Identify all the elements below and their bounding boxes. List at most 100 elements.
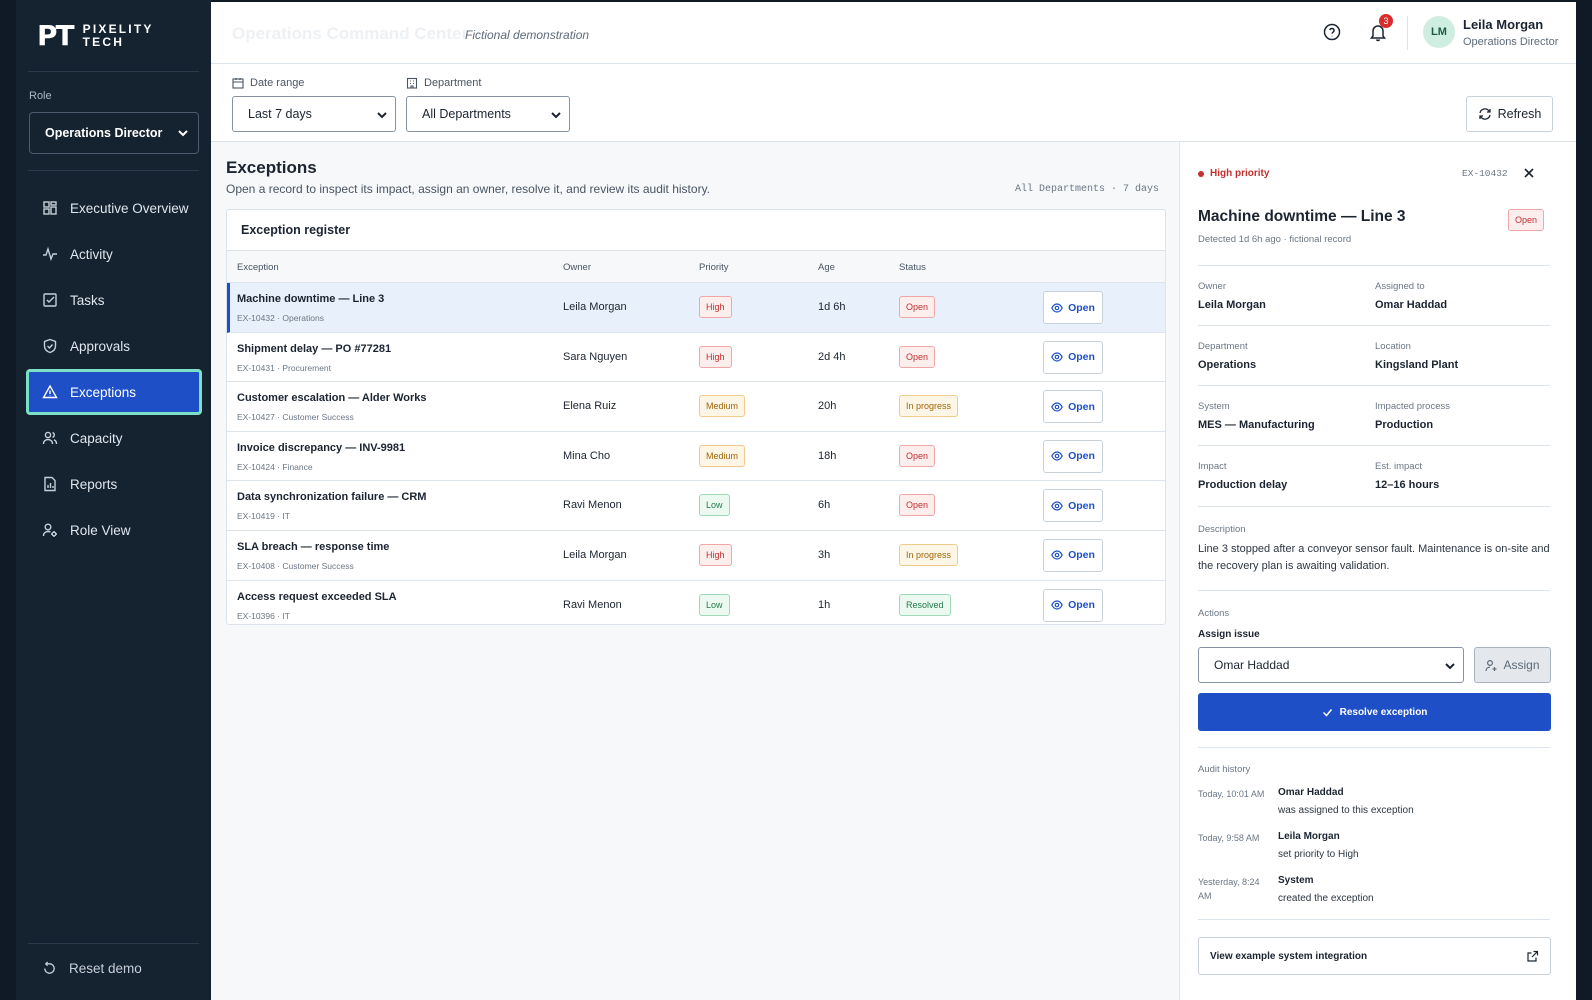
department-label-text: Department — [424, 77, 482, 89]
shield-check-icon — [43, 338, 57, 354]
sidebar-item-label: Role View — [70, 522, 131, 538]
priority-badge: High — [699, 543, 732, 566]
sidebar-item-reports[interactable]: Reports — [26, 461, 202, 507]
resolve-exception-button[interactable]: Resolve exception — [1198, 693, 1551, 731]
exception-id: EX-10396 · IT — [237, 610, 290, 621]
assign-button-label: Assign — [1503, 658, 1540, 672]
avatar[interactable]: LM — [1423, 16, 1455, 48]
sidebar-item-label: Tasks — [70, 292, 105, 308]
open-button[interactable]: Open — [1043, 390, 1103, 424]
table-row[interactable]: Shipment delay — PO #77281 EX-10431 · Pro… — [227, 333, 1165, 383]
status-cell: In progress — [899, 543, 959, 566]
date-range-select[interactable]: Last 7 days — [232, 96, 396, 132]
logo-line-1: PIXELITY — [82, 22, 154, 36]
owner-cell: Mina Cho — [563, 449, 611, 462]
divider — [1198, 747, 1550, 748]
owner-cell: Sara Nguyen — [563, 350, 628, 363]
sidebar-item-capacity[interactable]: Capacity — [26, 415, 202, 461]
eye-icon — [1051, 550, 1063, 561]
priority-cell: Low — [699, 593, 730, 616]
resolve-button-label: Resolve exception — [1339, 706, 1428, 718]
logo-text: PIXELITY TECH — [83, 23, 154, 49]
table-row[interactable]: SLA breach — response time EX-10408 · Cus… — [227, 531, 1165, 581]
building-icon — [406, 77, 418, 89]
priority-label: High priority — [1210, 168, 1270, 179]
bell-icon[interactable] — [1369, 22, 1387, 42]
view-integration-link[interactable]: View example system integration — [1198, 937, 1551, 975]
sidebar-item-tasks[interactable]: Tasks — [26, 277, 202, 323]
divider — [28, 170, 199, 171]
exceptions-section: Exceptions Open a record to inspect its … — [211, 142, 1179, 1000]
sidebar-item-activity[interactable]: Activity — [26, 231, 202, 277]
status-badge: Open — [899, 345, 936, 368]
page-title: Exceptions — [226, 158, 317, 177]
audit-time: Today, 9:58 AM — [1198, 833, 1260, 843]
exception-name: Data synchronization failure — CRM — [237, 491, 427, 504]
open-button[interactable]: Open — [1043, 538, 1103, 572]
priority-badge: Low — [699, 593, 730, 616]
divider — [28, 71, 199, 72]
status-badge: In progress — [899, 395, 959, 418]
age-cell: 3h — [818, 548, 831, 561]
sidebar-item-executive-overview[interactable]: Executive Overview — [26, 185, 202, 231]
table-row[interactable]: Customer escalation — Alder Works EX-1042… — [227, 382, 1165, 432]
priority-cell: Medium — [699, 395, 746, 418]
sidebar-nav: Executive Overview Activity Tasks Approv… — [26, 185, 202, 553]
open-button-label: Open — [1068, 549, 1095, 562]
detected-text: Detected 1d 6h ago · fictional record — [1198, 234, 1352, 245]
reset-demo-button[interactable]: Reset demo — [42, 961, 142, 976]
department-label: Department — [406, 77, 481, 89]
process-value: Production — [1375, 419, 1434, 431]
open-button[interactable]: Open — [1043, 439, 1103, 473]
sidebar-item-label: Approvals — [70, 338, 131, 354]
age-cell: 6h — [818, 499, 831, 512]
open-button[interactable]: Open — [1043, 588, 1103, 622]
audit-action: was assigned to this exception — [1278, 805, 1414, 816]
open-button[interactable]: Open — [1043, 291, 1103, 324]
age-cell: 1h — [818, 598, 831, 611]
age-cell: 20h — [818, 400, 837, 413]
sidebar-item-role-view[interactable]: Role View — [26, 507, 202, 553]
card-title: Exception register — [227, 210, 1165, 251]
column-header-owner: Owner — [563, 262, 591, 273]
check-icon — [1322, 708, 1332, 717]
exception-name: Shipment delay — PO #77281 — [237, 342, 392, 355]
impact-value: Production delay — [1198, 479, 1288, 491]
warning-icon — [42, 384, 58, 399]
external-link-icon — [1527, 950, 1539, 962]
status-badge: Open — [899, 444, 936, 467]
column-header-priority: Priority — [699, 262, 729, 273]
divider — [1198, 445, 1550, 446]
table-row[interactable]: Invoice discrepancy — INV-9981 EX-10424 ·… — [227, 432, 1165, 482]
status-badge: Open — [899, 296, 936, 318]
audit-time: Yesterday, 8:24 AM — [1198, 877, 1260, 901]
sidebar-item-label: Activity — [70, 246, 113, 262]
table-row[interactable]: Data synchronization failure — CRM EX-104… — [227, 481, 1165, 531]
assignee-select[interactable]: Omar Haddad — [1198, 647, 1464, 683]
chevron-down-icon — [377, 112, 387, 119]
department-select[interactable]: All Departments — [406, 96, 570, 132]
table-row[interactable]: Access request exceeded SLA EX-10396 · IT… — [227, 581, 1165, 624]
reset-demo-label: Reset demo — [69, 961, 142, 976]
role-select[interactable]: Operations Director — [29, 112, 199, 154]
open-button[interactable]: Open — [1043, 489, 1103, 523]
department-key: Department — [1198, 341, 1248, 352]
open-button-label: Open — [1068, 301, 1095, 314]
open-button-label: Open — [1068, 450, 1095, 463]
age-cell: 2d 4h — [818, 350, 846, 363]
table-row[interactable]: Machine downtime — Line 3 EX-10432 · Oper… — [227, 283, 1165, 333]
impact-key: Impact — [1198, 461, 1227, 472]
assign-button[interactable]: Assign — [1474, 647, 1551, 683]
status-badge: Open — [899, 494, 936, 517]
sidebar-item-approvals[interactable]: Approvals — [26, 323, 202, 369]
assign-issue-label: Assign issue — [1198, 629, 1260, 640]
priority-badge: Medium — [699, 444, 746, 467]
help-icon[interactable] — [1323, 23, 1341, 41]
column-header-status: Status — [899, 262, 926, 273]
open-button[interactable]: Open — [1043, 340, 1103, 374]
refresh-button[interactable]: Refresh — [1466, 96, 1553, 132]
sidebar-item-exceptions[interactable]: Exceptions — [26, 369, 202, 415]
close-icon[interactable] — [1522, 166, 1536, 180]
exception-id: EX-10427 · Customer Success — [237, 412, 354, 423]
priority-badge: Medium — [699, 395, 746, 418]
